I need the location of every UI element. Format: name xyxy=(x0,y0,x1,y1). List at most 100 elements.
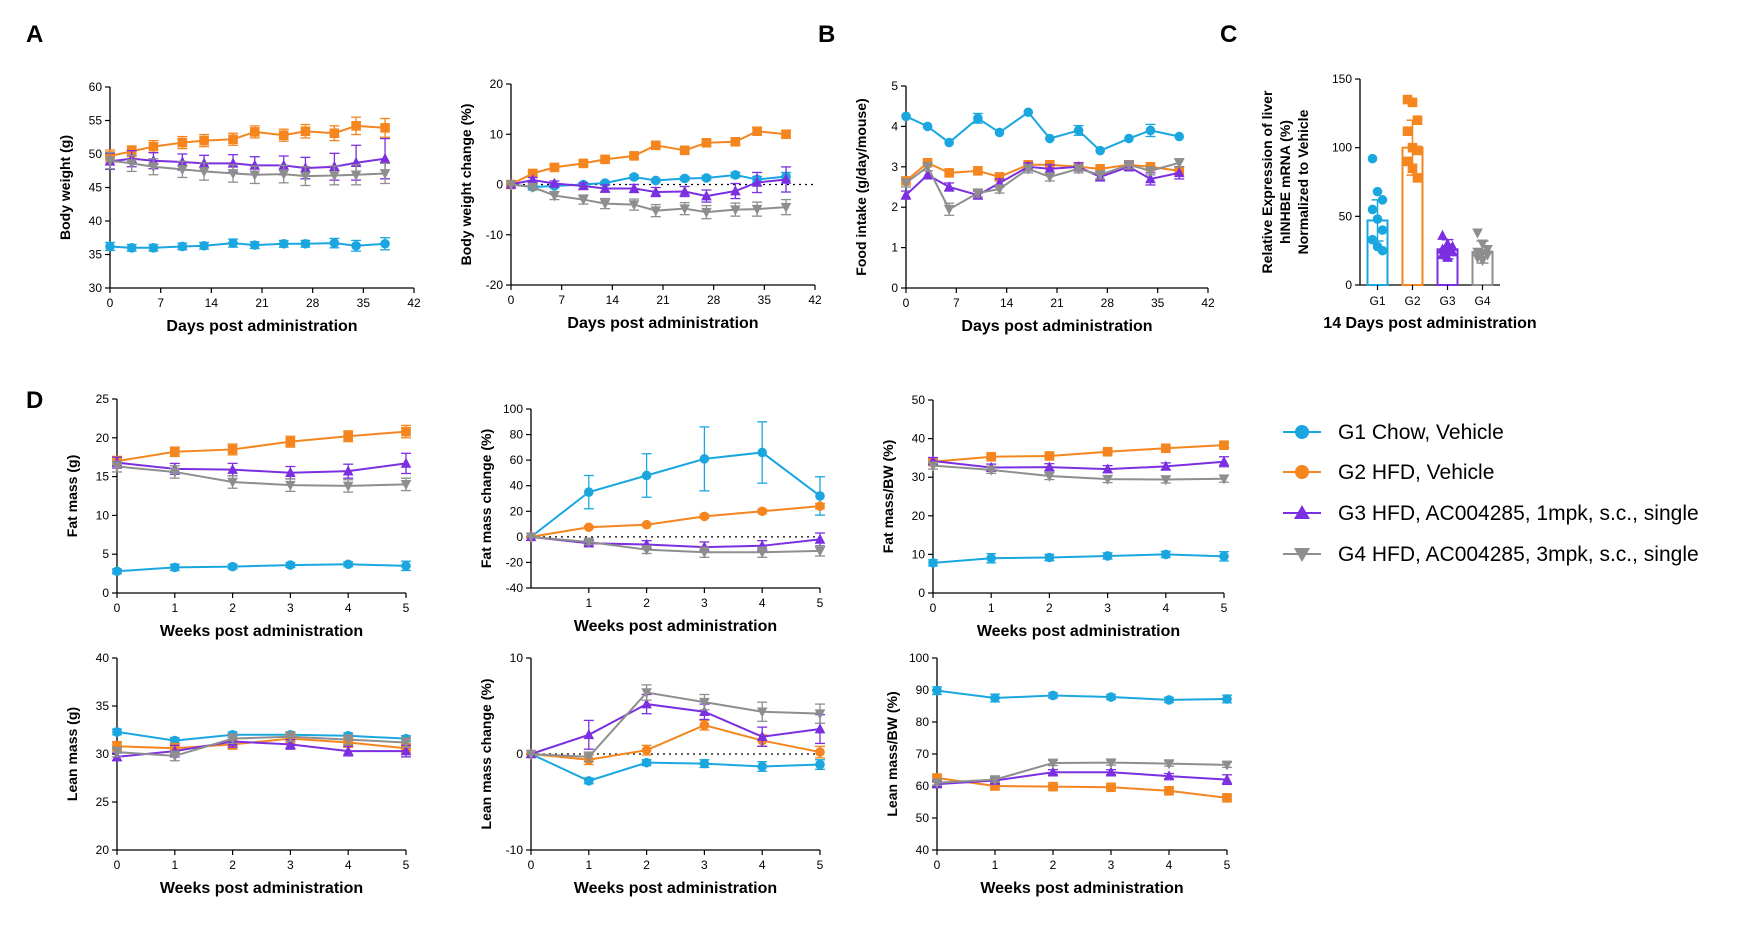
data-point-g1 xyxy=(300,238,311,249)
data-point-g3 xyxy=(900,189,912,200)
series-g2 xyxy=(932,773,1232,803)
data-point-g3 xyxy=(701,190,712,201)
series-g1 xyxy=(526,749,825,786)
data-point-g4 xyxy=(525,749,537,760)
data-point-g1 xyxy=(228,238,238,248)
data-point-g4 xyxy=(931,778,943,789)
data-point-g3 xyxy=(285,738,296,749)
data-point-g4 xyxy=(641,545,652,556)
data-point-g2 xyxy=(994,172,1005,182)
data-point-g4 xyxy=(1022,164,1034,175)
data-point-g2 xyxy=(815,747,825,757)
data-point-g2 xyxy=(629,151,639,161)
chart-food-intake: 0 1 2 3 4 5 0 7 14 21 28 35 42 Days post administrati… xyxy=(853,79,1215,335)
data-point-g4 xyxy=(400,480,412,491)
individual-point-g2 xyxy=(1412,115,1423,125)
chart-fat-mass-change: -40 -20 0 20 40 60 80 100 1 2 3 4 5 Weeks post admini… xyxy=(478,402,826,635)
y-tick-label: 35 xyxy=(89,248,103,262)
x-tick-label: 3 xyxy=(287,601,294,615)
data-point-g4 xyxy=(126,159,138,170)
x-tick-label: 1 xyxy=(585,596,592,610)
data-point-g3 xyxy=(814,723,826,734)
data-point-g2 xyxy=(380,123,390,133)
series-g3 xyxy=(931,766,1233,789)
data-point-g4 xyxy=(1221,760,1233,771)
data-point-g2 xyxy=(351,121,361,131)
data-point-g1 xyxy=(928,558,938,568)
data-point-g1 xyxy=(112,727,122,737)
series-line-g1 xyxy=(530,753,821,782)
series-g1 xyxy=(112,559,411,577)
y-tick-label: 20 xyxy=(96,431,110,445)
x-tick-label-g2: G2 xyxy=(1404,294,1420,308)
data-point-g2 xyxy=(1219,440,1229,450)
data-point-g2 xyxy=(227,444,238,455)
data-point-g3 xyxy=(285,466,296,478)
y-axis-label: Fat mass (g) xyxy=(64,455,80,537)
data-point-g1 xyxy=(1048,690,1058,701)
x-tick-label-g3: G3 xyxy=(1439,294,1455,308)
x-tick-label: 3 xyxy=(701,596,708,610)
series-g4 xyxy=(931,758,1233,789)
data-point-g4 xyxy=(1044,471,1055,482)
series-line-g4 xyxy=(109,159,386,178)
data-point-g1 xyxy=(1161,549,1171,560)
series-g1 xyxy=(932,685,1232,705)
x-tick-label: 2 xyxy=(229,601,236,615)
data-point-g2 xyxy=(986,451,996,462)
x-tick-label: 21 xyxy=(656,293,670,307)
data-point-g4 xyxy=(342,735,354,746)
x-tick-label: 5 xyxy=(1224,858,1231,872)
data-point-g1 xyxy=(105,241,115,252)
data-point-g3 xyxy=(641,698,652,709)
data-point-g1 xyxy=(1073,125,1084,136)
y-tick-label: 15 xyxy=(96,470,110,484)
series-g1 xyxy=(506,170,792,192)
data-point-g1 xyxy=(679,173,690,184)
legend-marker-g3 xyxy=(1294,505,1310,519)
y-tick-label: 60 xyxy=(510,453,524,467)
x-axis-label: Weeks post administration xyxy=(160,880,363,897)
data-point-g1 xyxy=(699,758,710,769)
data-point-g1 xyxy=(1124,133,1134,144)
individual-point-g2 xyxy=(1407,97,1418,108)
x-tick-label: 2 xyxy=(1046,601,1053,615)
data-point-g1 xyxy=(1106,692,1116,702)
data-point-g3 xyxy=(599,182,611,193)
x-tick-label: 3 xyxy=(287,858,294,872)
x-tick-label: 0 xyxy=(903,296,910,310)
x-tick-label: 4 xyxy=(345,601,352,615)
series-line-g1 xyxy=(932,553,1225,564)
data-point-g1 xyxy=(584,487,594,497)
x-tick-label: 0 xyxy=(114,858,121,872)
series-line-g2 xyxy=(530,505,821,538)
data-point-g3 xyxy=(527,174,539,185)
data-point-g4 xyxy=(994,184,1005,195)
data-point-g4 xyxy=(1163,759,1175,770)
data-point-g1 xyxy=(901,111,911,122)
bar-group-g4 xyxy=(1471,228,1494,286)
panel-label-b: B xyxy=(818,21,835,48)
legend-marker-g4 xyxy=(1294,548,1310,562)
x-tick-label: 42 xyxy=(407,296,421,310)
series-g4 xyxy=(104,152,391,187)
x-tick-label: 28 xyxy=(306,296,320,310)
x-tick-label: 4 xyxy=(345,858,352,872)
data-point-g4 xyxy=(227,734,238,745)
y-tick-label: 100 xyxy=(503,402,523,416)
x-tick-label: 3 xyxy=(701,858,708,872)
data-point-g1 xyxy=(329,238,340,248)
x-axis-label: 14 Days post administration xyxy=(1323,315,1536,332)
chart-body-weight-change: -20 -10 0 10 20 0 7 14 21 28 35 42 Days post adminis… xyxy=(458,77,822,332)
series-line-g1 xyxy=(116,730,407,742)
data-point-g4 xyxy=(699,547,710,558)
x-tick-label: 4 xyxy=(1162,601,1169,615)
data-point-g2 xyxy=(300,126,311,137)
individual-point-g3 xyxy=(1437,229,1448,240)
data-point-g2 xyxy=(578,158,589,169)
data-point-g4 xyxy=(989,775,1001,786)
data-point-g3 xyxy=(679,185,691,196)
series-line-g3 xyxy=(936,771,1228,786)
y-tick-label: 40 xyxy=(96,651,110,665)
data-point-g1 xyxy=(285,560,296,570)
